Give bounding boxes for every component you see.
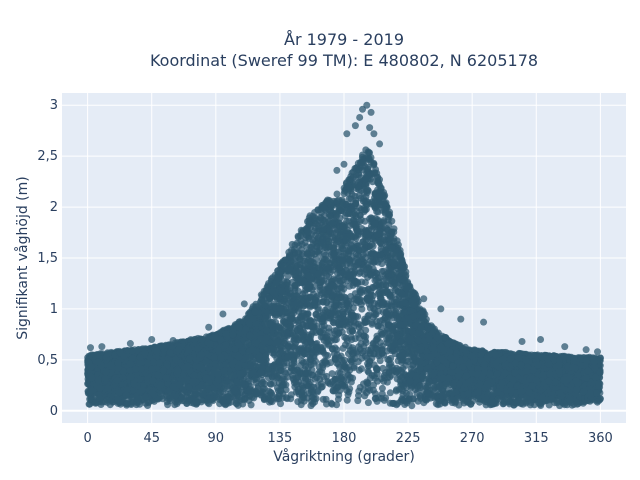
data-point — [364, 399, 372, 407]
data-point — [378, 384, 386, 392]
data-point — [379, 364, 387, 372]
data-point — [377, 244, 385, 252]
data-point — [329, 387, 337, 395]
data-point — [386, 389, 394, 397]
data-point — [408, 402, 416, 410]
data-point — [333, 190, 341, 198]
data-points — [84, 101, 604, 410]
chart-title-line-2: Koordinat (Sweref 99 TM): E 480802, N 62… — [150, 51, 538, 70]
data-point — [284, 272, 292, 280]
data-point — [328, 370, 336, 378]
data-point — [341, 333, 349, 341]
data-point — [332, 381, 339, 389]
data-point — [323, 272, 331, 280]
chart-title-line-1: År 1979 - 2019 — [284, 30, 404, 49]
